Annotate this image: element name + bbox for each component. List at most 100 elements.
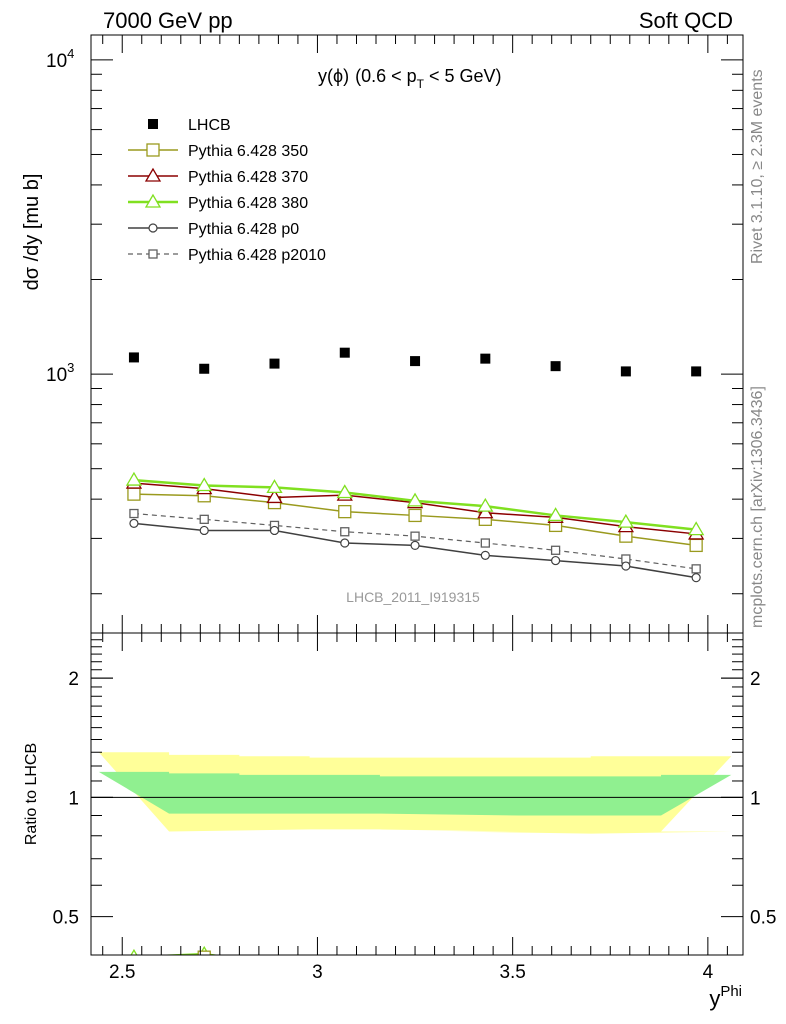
legend-entry-p380: Pythia 6.428 380 [128,193,308,212]
ratio-ticks [91,633,743,956]
legend-marker [144,167,162,182]
data-point-p2010 [691,564,701,574]
legend-label: Pythia 6.428 350 [188,143,308,160]
legend-label: Pythia 6.428 p2010 [188,247,326,264]
xlabel-base: y [709,986,720,1011]
xtick-label: 3 [312,962,323,983]
main-ytick-base: 10 [46,51,67,72]
title-range-post: < 5 GeV) [424,66,502,86]
data-point-p380 [266,479,283,494]
data-point-p2010 [550,545,561,555]
ratio-ytick-label-right: 0.5 [750,908,776,929]
data-point-p380 [125,471,143,486]
legend-label: Pythia 6.428 370 [188,169,308,186]
ratio-ylabel: Ratio to LHCB [23,743,40,845]
header-right: Soft QCD [639,8,733,33]
ratio-ytick-label: 2 [68,669,79,690]
legend: LHCB Pythia 6.428 350 Pythia 6.428 370 Pyth… [128,117,326,264]
data-point-p0 [129,518,139,528]
series-lhcb [128,347,702,377]
series-p380 [125,471,705,536]
rivet-label: Rivet 3.1.10, ≥ 2.3M events [749,69,766,264]
ratio-ytick-label: 0.5 [53,908,79,929]
data-point-p370 [266,489,283,504]
legend-marker [144,193,162,208]
data-point-lhcb [620,366,631,377]
ratio-ytick-label: 1 [68,788,79,809]
data-point-p0 [269,525,280,536]
data-point-p350 [408,508,422,523]
main-ytick-exp: 3 [67,360,74,375]
legend-marker [148,223,158,233]
legend-marker [146,143,160,157]
ratio-point-p380 [338,966,352,978]
data-point-p380 [477,497,494,512]
data-point-p380 [406,492,424,507]
main-title: y(ϕ) (0.6 < pT < 5 GeV) [318,66,502,91]
legend-entry-p2010: Pythia 6.428 p2010 [128,247,326,264]
data-point-p380 [688,521,705,536]
ratio-series-p350 [134,950,211,968]
ratio-bands [91,752,743,834]
xtick-label: 2.5 [109,962,135,983]
legend-marker [148,119,158,129]
ratio-ytick-label-right: 2 [750,669,761,690]
ratio-panel: 0.5 0.5 1 1 2 2 2.5 3 3.5 4 Ratio to LHCB yPhi [23,632,777,1011]
main-ticks [91,35,743,633]
series-p0 [129,518,701,583]
data-point-p0 [410,540,420,551]
main-ytick-exp: 4 [67,46,74,61]
data-point-lhcb [339,347,350,358]
data-point-lhcb [480,353,491,364]
ratio-point-p380 [130,948,138,955]
title-main: y(ϕ) [318,66,349,86]
data-point-p0 [480,550,490,560]
data-point-lhcb [128,352,139,363]
x-axis-label: yPhi [709,983,742,1011]
xtick-label: 4 [703,962,714,983]
legend-label: Pythia 6.428 p0 [188,221,299,238]
legend-entry-lhcb: LHCB [148,117,231,134]
mcplots-label: mcplots.cern.ch [arXiv:1306.3436] [749,386,766,628]
data-point-p2010 [340,527,350,537]
data-point-p0 [340,538,350,548]
data-point-p2010 [410,531,420,541]
ratio-point-p350 [197,950,211,955]
data-point-p380 [617,513,635,528]
legend-entry-p350: Pythia 6.428 350 [128,143,308,160]
data-point-lhcb [269,358,280,369]
data-point-p2010 [199,514,209,524]
main-ytick-label: 104 [46,46,74,72]
ratio-xtick-labels: 2.5 3 3.5 4 [109,962,714,983]
ratio-point-p380 [267,957,281,969]
ratio-band-inner [98,771,732,816]
ratio-point-p370 [338,971,352,983]
data-point-p2010 [480,538,490,548]
title-range-sub: T [417,77,425,91]
ratio-line-p350 [134,957,204,968]
data-point-p0 [199,525,209,536]
data-point-p2010 [129,508,139,519]
legend-label: LHCB [188,117,231,134]
main-ylabel: dσ /dy [mu b] [21,174,43,291]
ratio-point-p370 [267,964,281,976]
data-point-lhcb [410,356,421,367]
header-left: 7000 GeV pp [103,8,233,33]
xlabel-sup: Phi [720,983,742,1000]
legend-label: Pythia 6.428 380 [188,195,308,212]
ratio-ytick-labels: 0.5 0.5 1 1 2 2 [53,669,777,928]
data-point-p350 [127,487,141,501]
data-point-lhcb [691,366,702,377]
watermark: LHCB_2011_I919315 [346,589,480,605]
main-series [125,347,705,583]
data-point-p380 [547,507,564,522]
data-point-p350 [338,504,352,519]
data-point-p350 [689,538,703,553]
main-ytick-label: 103 [46,360,74,386]
main-ytick-base: 10 [46,365,67,386]
data-point-lhcb [199,363,210,374]
data-point-p380 [336,484,353,499]
legend-marker [148,249,158,259]
